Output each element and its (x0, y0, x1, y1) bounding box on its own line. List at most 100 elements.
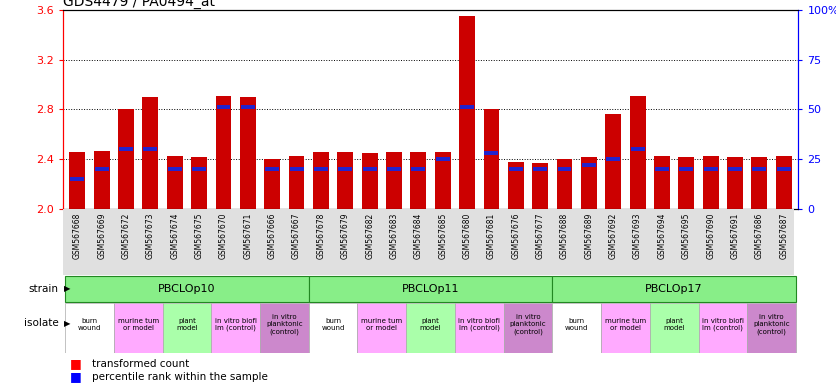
Text: GSM567692: GSM567692 (609, 213, 618, 259)
Text: percentile rank within the sample: percentile rank within the sample (92, 372, 268, 382)
Bar (650, 303, 699, 353)
Bar (435, 152, 451, 209)
Bar (747, 303, 796, 353)
Bar (630, 147, 645, 151)
Text: in vitro biofi
lm (control): in vitro biofi lm (control) (702, 318, 744, 331)
Text: in vitro
planktonic
(control): in vitro planktonic (control) (266, 314, 303, 334)
Text: murine tum
or model: murine tum or model (605, 318, 646, 331)
Bar (699, 303, 747, 353)
Bar (362, 153, 378, 209)
Bar (655, 167, 669, 171)
Text: burn
wound: burn wound (565, 318, 589, 331)
Bar (144, 147, 157, 151)
Bar (406, 303, 455, 353)
Text: GSM567673: GSM567673 (146, 213, 155, 259)
Bar (485, 151, 498, 156)
Text: PBCLOp11: PBCLOp11 (402, 284, 459, 294)
Text: GSM567679: GSM567679 (341, 213, 349, 259)
Text: GSM567666: GSM567666 (268, 213, 277, 259)
Bar (411, 167, 426, 171)
Text: murine tum
or model: murine tum or model (118, 318, 159, 331)
Bar (94, 167, 109, 171)
Bar (386, 152, 402, 209)
Bar (314, 167, 328, 171)
Bar (142, 97, 158, 209)
Bar (483, 109, 499, 209)
Text: in vitro
planktonic
(control): in vitro planktonic (control) (510, 314, 546, 334)
Bar (212, 303, 260, 353)
Bar (289, 167, 303, 171)
Text: GSM567684: GSM567684 (414, 213, 423, 259)
Text: burn
wound: burn wound (78, 318, 101, 331)
Bar (118, 109, 134, 209)
Text: GSM567676: GSM567676 (512, 213, 520, 259)
Text: GSM567693: GSM567693 (633, 213, 642, 259)
Text: strain: strain (28, 284, 59, 294)
Bar (777, 167, 791, 171)
Bar (678, 157, 694, 209)
Text: in vitro biofi
lm (control): in vitro biofi lm (control) (215, 318, 257, 331)
Text: plant
model: plant model (176, 318, 198, 331)
Text: GSM567687: GSM567687 (779, 213, 788, 259)
Text: GSM567678: GSM567678 (316, 213, 325, 259)
Text: GDS4479 / PA0494_at: GDS4479 / PA0494_at (63, 0, 215, 8)
Bar (436, 157, 450, 161)
Text: GSM567668: GSM567668 (73, 213, 82, 259)
Bar (313, 152, 329, 209)
Text: GSM567690: GSM567690 (706, 213, 715, 259)
Bar (114, 303, 162, 353)
Text: GSM567674: GSM567674 (171, 213, 179, 259)
Text: in vitro
planktonic
(control): in vitro planktonic (control) (753, 314, 790, 334)
Bar (69, 152, 85, 209)
Bar (358, 303, 406, 353)
Text: in vitro biofi
lm (control): in vitro biofi lm (control) (458, 318, 500, 331)
Text: PBCLOp17: PBCLOp17 (645, 284, 703, 294)
Text: PBCLOp10: PBCLOp10 (158, 284, 216, 294)
Text: GSM567680: GSM567680 (462, 213, 472, 259)
Text: GSM567695: GSM567695 (682, 213, 691, 259)
Bar (192, 167, 206, 171)
Text: GSM567682: GSM567682 (365, 213, 375, 259)
Bar (455, 303, 503, 353)
Text: GSM567694: GSM567694 (657, 213, 666, 259)
Bar (654, 156, 670, 209)
Bar (162, 303, 212, 353)
Bar (240, 97, 256, 209)
Bar (94, 151, 110, 209)
Bar (459, 16, 475, 209)
Bar (704, 167, 717, 171)
Bar (752, 157, 767, 209)
Bar (605, 114, 621, 209)
Bar (363, 167, 376, 171)
Text: GSM567691: GSM567691 (731, 213, 740, 259)
Bar (703, 156, 719, 209)
Text: ▶: ▶ (64, 285, 70, 293)
Bar (533, 163, 548, 209)
Text: murine tum
or model: murine tum or model (361, 318, 402, 331)
Bar (752, 167, 767, 171)
Bar (606, 157, 620, 161)
Bar (503, 303, 553, 353)
Bar (308, 276, 553, 302)
Bar (553, 276, 796, 302)
Bar (533, 167, 547, 171)
Bar (70, 177, 84, 181)
Text: GSM567677: GSM567677 (536, 213, 545, 259)
Bar (65, 276, 308, 302)
Bar (119, 147, 133, 151)
Bar (557, 159, 573, 209)
Bar (508, 162, 523, 209)
Bar (776, 156, 792, 209)
Bar (601, 303, 650, 353)
Bar (338, 152, 353, 209)
Bar (191, 157, 207, 209)
Text: GSM567688: GSM567688 (560, 213, 569, 259)
Bar (509, 167, 522, 171)
Bar (727, 157, 743, 209)
Bar (260, 303, 308, 353)
Bar (680, 167, 693, 171)
Bar (265, 167, 279, 171)
Bar (460, 106, 474, 109)
Bar (288, 156, 304, 209)
Bar (216, 96, 232, 209)
